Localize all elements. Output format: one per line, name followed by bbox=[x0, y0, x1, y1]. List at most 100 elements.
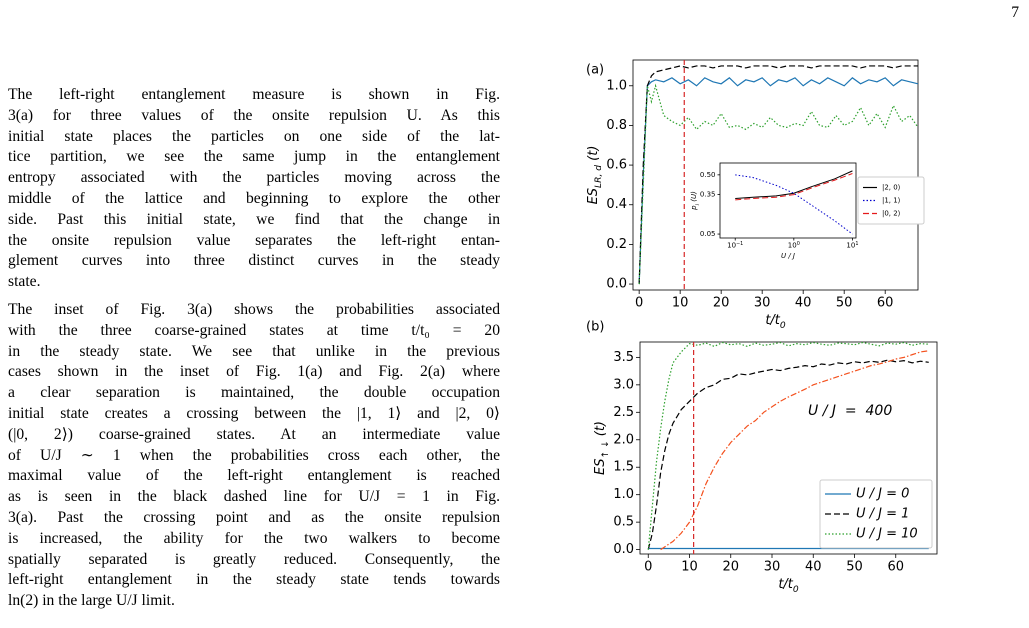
y-tick-label: 0.4 bbox=[606, 197, 627, 212]
legend-box bbox=[819, 479, 933, 549]
y-axis-label-suffix: (t) bbox=[586, 146, 601, 165]
y-tick-label: 0.6 bbox=[606, 158, 627, 173]
x-axis-label-main: t/t bbox=[778, 577, 793, 592]
x-tick-label: 10 bbox=[672, 296, 689, 311]
y-tick-label: 0.50 bbox=[700, 171, 716, 179]
text-line: The left-right entanglement measure is s… bbox=[8, 86, 500, 103]
legend-label: |1, 1⟩ bbox=[882, 197, 901, 205]
legend-box bbox=[857, 176, 925, 225]
legend-label: U / J = 1 bbox=[856, 507, 909, 522]
text-line: state. bbox=[8, 273, 41, 291]
text-line: in the steady state. We see that unlike … bbox=[8, 342, 500, 360]
text-line: The inset of Fig. 3(a) shows the probabi… bbox=[8, 301, 500, 318]
x-tick-label: 30 bbox=[754, 296, 771, 311]
text-line: ln(2) in the large U/J limit. bbox=[8, 592, 175, 610]
y-tick-label: 2.5 bbox=[613, 405, 634, 420]
y-tick-label: 2.0 bbox=[613, 432, 634, 447]
text-line: entropy associated with the particles mo… bbox=[8, 169, 500, 187]
x-tick-exp: 0 bbox=[797, 240, 800, 246]
y-tick-label: 0.0 bbox=[613, 542, 634, 557]
x-tick-label: 50 bbox=[846, 560, 863, 575]
text-line: left-right entanglement in the steady st… bbox=[8, 571, 500, 589]
text-line: 3(a). Past the crossing point and as the… bbox=[8, 508, 500, 526]
y-axis-label: pi (U) bbox=[690, 191, 701, 211]
y-axis-label: ES↑ ↓ (t) bbox=[593, 421, 611, 475]
x-tick-label: 20 bbox=[722, 560, 739, 575]
text-line: the onsite repulsion value separates the… bbox=[8, 231, 500, 249]
text-line: as is seen in the black dashed line for … bbox=[8, 488, 500, 506]
text-line: maximal value of the left-right entangle… bbox=[8, 467, 500, 485]
y-tick-label: 0.2 bbox=[606, 237, 627, 252]
x-tick-label: 40 bbox=[795, 296, 812, 311]
x-axis-label: t/t0 bbox=[765, 313, 786, 331]
x-tick-label: 30 bbox=[764, 560, 781, 575]
y-axis-label-sub: ↑ ↓ bbox=[601, 440, 611, 458]
legend-label: |2, 0⟩ bbox=[882, 184, 901, 192]
panel-label: (b) bbox=[586, 320, 604, 335]
y-tick-label: 0.0 bbox=[606, 277, 627, 292]
legend-label: U / J = 0 bbox=[856, 487, 909, 502]
y-axis-label-main: ES bbox=[593, 459, 608, 475]
y-tick-label: 1.0 bbox=[606, 78, 627, 93]
series-line bbox=[660, 350, 929, 551]
x-tick-label: 101 bbox=[846, 240, 858, 249]
x-tick-label: 0 bbox=[644, 560, 652, 575]
x-tick-label: 0 bbox=[635, 296, 643, 311]
y-axis-label: ESLR, d (t) bbox=[586, 146, 604, 205]
y-axis-label-suffix: (t) bbox=[593, 421, 608, 440]
y-tick-label: 0.8 bbox=[606, 118, 627, 133]
x-tick-label: 20 bbox=[713, 296, 730, 311]
paragraph: The inset of Fig. 3(a) shows the probabi… bbox=[8, 300, 500, 612]
text-line: spatially separated is greatly reduced. … bbox=[8, 550, 500, 568]
y-tick-label: 0.05 bbox=[700, 230, 716, 238]
series-line bbox=[638, 77, 919, 285]
y-axis-label-main: p bbox=[690, 205, 698, 211]
text-line: glement curves into three distinct curve… bbox=[8, 252, 500, 270]
x-tick-label: 100 bbox=[788, 240, 800, 249]
series-line bbox=[735, 170, 853, 200]
text-line: cases shown in the inset of Fig. 1(a) an… bbox=[8, 363, 500, 381]
legend-label: U / J = 10 bbox=[856, 527, 918, 542]
x-tick-exp: −1 bbox=[736, 240, 743, 246]
x-axis-label-main: U / J bbox=[781, 252, 795, 260]
text-line: is increased, the ability for the two wa… bbox=[8, 529, 500, 547]
y-axis-label-suffix: (U) bbox=[690, 191, 698, 204]
x-axis-label-sub: 0 bbox=[780, 321, 786, 331]
x-axis-label: U / J bbox=[781, 252, 795, 260]
y-axis-label-sub: i bbox=[695, 203, 701, 205]
series-line bbox=[735, 173, 853, 201]
text-line: 3(a) for three values of the onsite repu… bbox=[8, 106, 500, 124]
legend-label: |0, 2⟩ bbox=[882, 210, 901, 218]
x-axis-label-sub: 0 bbox=[793, 585, 799, 595]
text-line: (|0, 2⟩) coarse-grained states. At an in… bbox=[8, 425, 500, 443]
text-line: with the three coarse-grained states at … bbox=[8, 321, 500, 339]
y-axis-label-main: ES bbox=[586, 188, 601, 204]
page-number: 7 bbox=[1011, 4, 1019, 21]
y-tick-label: 1.5 bbox=[613, 460, 634, 475]
y-tick-label: 0.35 bbox=[700, 191, 716, 199]
y-tick-label: 3.5 bbox=[613, 350, 634, 365]
x-tick-base: 10 bbox=[846, 241, 855, 249]
y-tick-label: 3.0 bbox=[613, 377, 634, 392]
x-tick-label: 50 bbox=[836, 296, 853, 311]
x-tick-base: 10 bbox=[727, 241, 736, 249]
text-line: initial state places the particles on on… bbox=[8, 127, 500, 145]
plot-frame bbox=[719, 162, 857, 239]
annotation: U / J = 400 bbox=[808, 403, 892, 419]
text-line: middle of the lattice and beginning to e… bbox=[8, 189, 500, 207]
text-line: a clear separation is maintained, the do… bbox=[8, 384, 500, 402]
text-line: of U/J ∼ 1 when the probabilities cross … bbox=[8, 446, 500, 464]
series-line bbox=[735, 174, 853, 235]
y-tick-label: 0.5 bbox=[613, 515, 634, 530]
text-line: side. Past this initial state, we find t… bbox=[8, 210, 500, 228]
x-tick-label: 60 bbox=[887, 560, 904, 575]
y-axis-label-sub: LR, d bbox=[594, 165, 604, 188]
y-tick-label: 1.0 bbox=[613, 487, 634, 502]
panel-label: (a) bbox=[586, 63, 604, 78]
x-tick-label: 10 bbox=[681, 560, 698, 575]
text-line: tice partition, we see the same jump in … bbox=[8, 148, 500, 166]
x-tick-label: 60 bbox=[877, 296, 894, 311]
x-tick-label: 10−1 bbox=[727, 240, 743, 249]
